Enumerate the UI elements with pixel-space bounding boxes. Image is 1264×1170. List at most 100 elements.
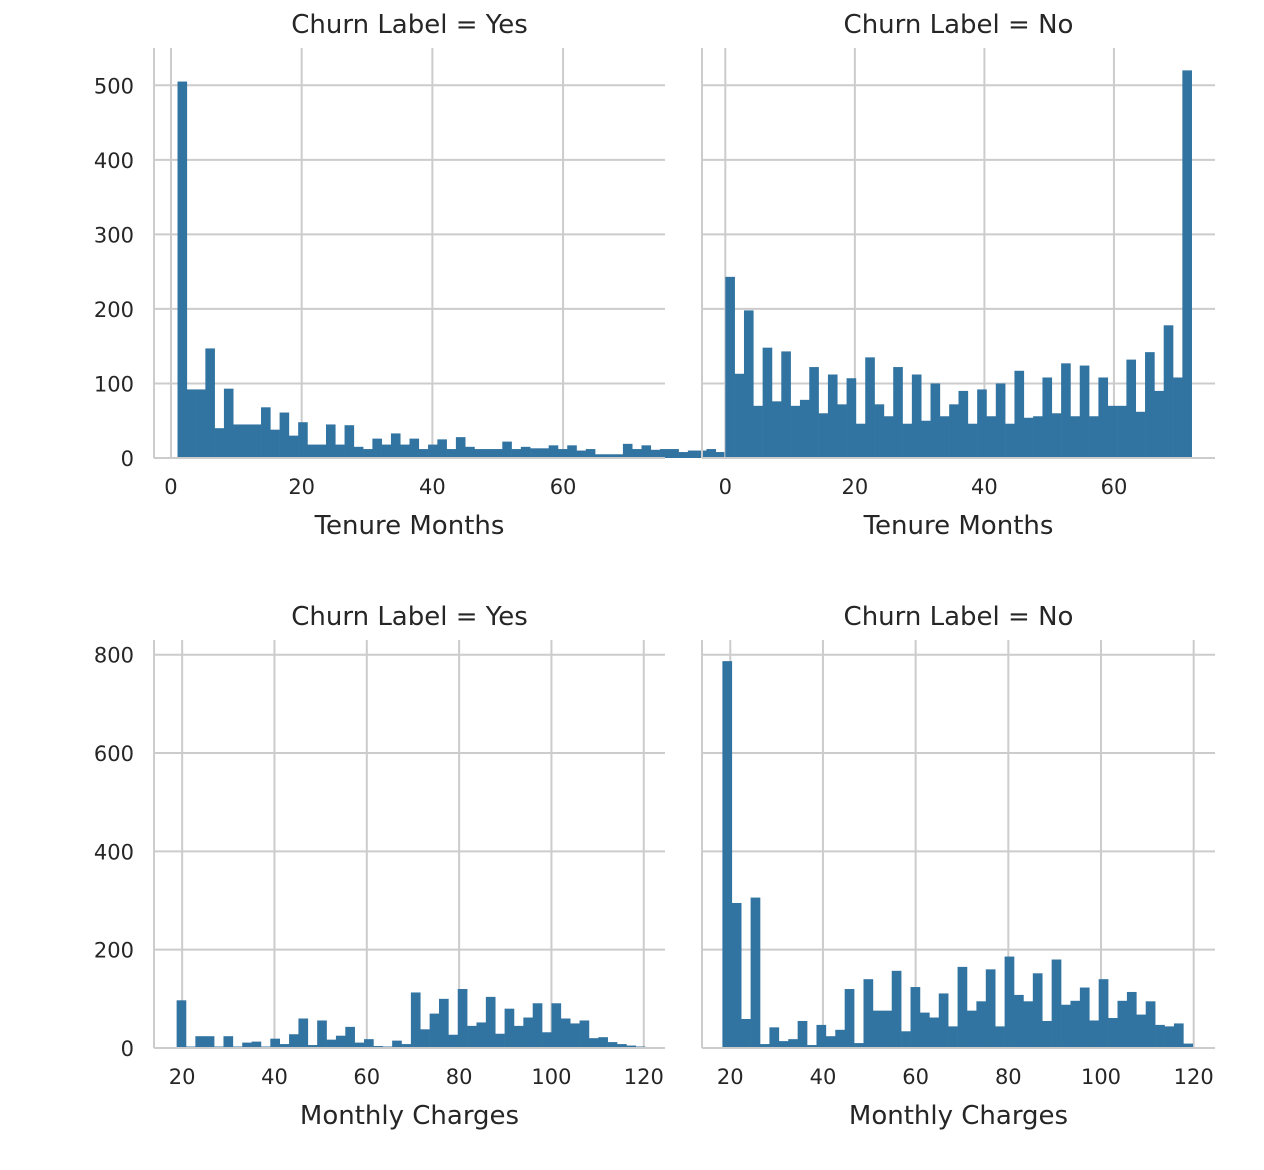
histogram-bar (827, 374, 838, 458)
histogram-bar (1173, 1023, 1184, 1048)
x-tick-label: 40 (971, 475, 998, 499)
histogram-bar (410, 992, 421, 1048)
histogram-bar (1154, 390, 1164, 458)
histogram-bar (495, 1033, 505, 1048)
histogram-bar (1183, 1043, 1194, 1048)
y-tick-label: 600 (94, 742, 134, 766)
y-tick-label: 200 (94, 939, 134, 963)
histogram-bar (911, 374, 922, 458)
histogram-bar (530, 448, 540, 458)
histogram-bar (1061, 1004, 1071, 1048)
histogram-bar (261, 407, 271, 458)
y-tick-label: 800 (94, 644, 134, 668)
histogram-bar (734, 373, 745, 458)
histogram-bar (523, 1017, 534, 1048)
histogram-bar (567, 445, 577, 458)
histogram-bar (919, 1012, 930, 1048)
histogram-bar (335, 1035, 346, 1048)
histogram-bar (1182, 70, 1192, 458)
histogram-bar (762, 347, 773, 458)
histogram-bar (353, 446, 364, 458)
histogram-bar (835, 1029, 845, 1048)
histogram-bar (270, 429, 280, 458)
histogram-bar (825, 1036, 836, 1048)
panel-title: Churn Label = Yes (291, 10, 528, 40)
histogram-bar (437, 439, 447, 458)
y-tick-label: 400 (94, 840, 134, 864)
histogram-bar (1051, 959, 1062, 1048)
histogram-bar (741, 1018, 751, 1048)
histogram-bar (660, 449, 670, 458)
histogram-bar (771, 401, 782, 458)
histogram-bar (381, 444, 392, 458)
y-tick-label: 0 (121, 447, 134, 471)
histogram-bar (930, 383, 941, 458)
histogram-bar (995, 1026, 1005, 1048)
histogram-bar (335, 444, 345, 458)
histogram-bar (753, 405, 763, 458)
histogram-bar (465, 446, 475, 458)
histogram-bar (418, 449, 429, 458)
histogram-bar (504, 1008, 515, 1048)
histogram-bar (807, 1045, 817, 1048)
y-tick-label: 400 (94, 149, 134, 173)
histogram-bar (196, 389, 206, 458)
histogram-bar (551, 1003, 562, 1048)
histogram-bar (560, 1018, 571, 1048)
histogram-bar (844, 989, 855, 1048)
histogram-bar (251, 1041, 262, 1048)
x-tick-label: 80 (995, 1065, 1022, 1089)
x-tick-label: 100 (1081, 1065, 1121, 1089)
histogram-bar (976, 1001, 987, 1048)
histogram-bar (364, 1039, 374, 1048)
histogram-bar (317, 1020, 327, 1048)
histogram-bar (632, 449, 642, 458)
histogram-bar (1089, 416, 1099, 458)
histogram-bar (429, 1013, 440, 1048)
histogram-bar (420, 1029, 430, 1048)
histogram-bar (846, 378, 857, 458)
histogram-bar (613, 454, 624, 458)
histogram-bar (279, 1044, 290, 1048)
x-tick-label: 120 (1174, 1065, 1214, 1089)
y-tick-label: 0 (121, 1037, 134, 1061)
histogram-bar (865, 357, 875, 458)
x-tick-label: 20 (169, 1065, 196, 1089)
histogram-bar (706, 449, 717, 458)
histogram-bar (1136, 1014, 1147, 1048)
histogram-bar (557, 449, 568, 458)
x-tick-label: 0 (719, 475, 732, 499)
histogram-bar (401, 1044, 412, 1048)
histogram-bar (446, 449, 457, 458)
histogram-bar (307, 1045, 318, 1048)
histogram-bar (1070, 1000, 1081, 1048)
histogram-bar (1033, 416, 1043, 458)
histogram-bar (363, 449, 373, 458)
histogram-bar (604, 454, 614, 458)
histogram-bar (1155, 1024, 1165, 1048)
histogram-bar (474, 449, 485, 458)
histogram-bar (1014, 370, 1025, 458)
histogram-bar (778, 1041, 789, 1048)
y-tick-label: 300 (94, 223, 134, 247)
histogram-bar (438, 998, 449, 1048)
histogram-bar (457, 989, 468, 1048)
histogram-bar (409, 438, 420, 458)
histogram-bar (966, 1010, 977, 1048)
histogram-bar (570, 1023, 580, 1048)
histogram-bar (1070, 416, 1081, 458)
histogram-bar (1023, 417, 1034, 458)
histogram-bar (326, 1039, 337, 1048)
x-tick-label: 20 (841, 475, 868, 499)
histogram-bar (176, 1000, 187, 1048)
histogram-bar (818, 413, 829, 458)
x-tick-label: 60 (550, 475, 577, 499)
y-tick-label: 100 (94, 372, 134, 396)
histogram-bar (1163, 325, 1174, 458)
histogram-bar (957, 966, 968, 1048)
histogram-bar (809, 367, 819, 458)
histogram-bar (186, 389, 197, 458)
histogram-bar (598, 1037, 608, 1048)
histogram-bar (483, 449, 494, 458)
